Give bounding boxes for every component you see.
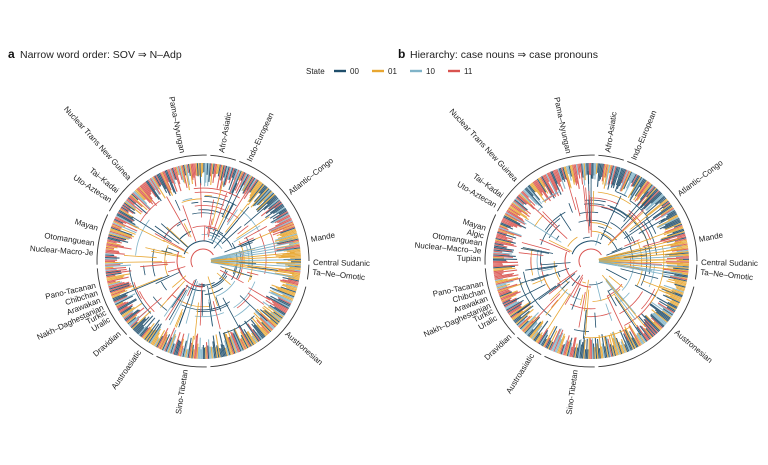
phylogeny-tree-b: Pama–Nyungan Afro-Asiatic Indo-European Atl… [414,96,758,415]
clade-ring [96,154,310,368]
clade-label: Central Sudanic [313,258,370,268]
clade-label: Indo-European [629,109,658,161]
clade-label: Afro-Asiatic [217,112,233,154]
clade-label: Pama–Nyungan [167,96,187,154]
clade-label: Dravidian [483,332,514,362]
clade-label: Atlantic–Congo [287,156,336,197]
clade-label: Austroasiatic [504,352,536,396]
clade-label: Mande [698,230,724,244]
clade-label: Indo-European [245,111,276,163]
legend: State 00 01 10 11 [306,67,473,76]
clade-label: Austroasiatic [110,348,144,391]
tree-branches [510,170,684,341]
legend-label-00: 00 [350,67,359,76]
clade-ring [484,154,698,368]
clade-label: Nuclear-Macro-Je [30,244,95,257]
phylogeny-tree-a: Pama–Nyungan Afro-Asiatic Indo-European Atl… [30,96,370,415]
clade-label: Austronesian [673,328,715,365]
tree-leaves [104,162,302,360]
clade-label: Ta–Ne–Omotic [700,268,754,282]
legend-label-01: 01 [388,67,397,76]
panel-a-letter: a [8,47,15,61]
clade-label: Algic [466,228,485,241]
clade-label: Nuclear Trans New Guinea [447,107,519,184]
clade-label: Austronesian [283,330,324,367]
clade-label: Central Sudanic [701,258,758,268]
legend-item-00: 00 [334,67,359,76]
clade-label: Dravidian [91,330,122,359]
tree-leaves [492,162,690,360]
panel-a-title: Narrow word order: SOV ⇒ N–Adp [20,49,182,61]
panel-b-letter: b [398,47,405,61]
legend-item-10: 10 [410,67,435,76]
legend-item-01: 01 [372,67,397,76]
clade-label: Pama–Nyungan [552,96,573,154]
clade-label: Tupian [457,254,481,263]
clade-label: Ta–Ne–Omotic [312,268,366,282]
clade-label: Mayan [74,217,100,233]
tree-branches [113,180,296,340]
legend-label-11: 11 [464,67,473,76]
legend-item-11: 11 [448,67,473,76]
clade-label: Afro-Asiatic [603,111,618,153]
clade-label: Sino-Tibetan [565,369,580,415]
panel-b-title: Hierarchy: case nouns ⇒ case pronouns [410,49,598,61]
clade-label: Atlantic–Congo [676,158,725,198]
legend-title: State [306,67,325,76]
clade-label: Mande [310,230,336,244]
legend-label-10: 10 [426,67,435,76]
clade-label: Sino-Tibetan [174,369,190,415]
